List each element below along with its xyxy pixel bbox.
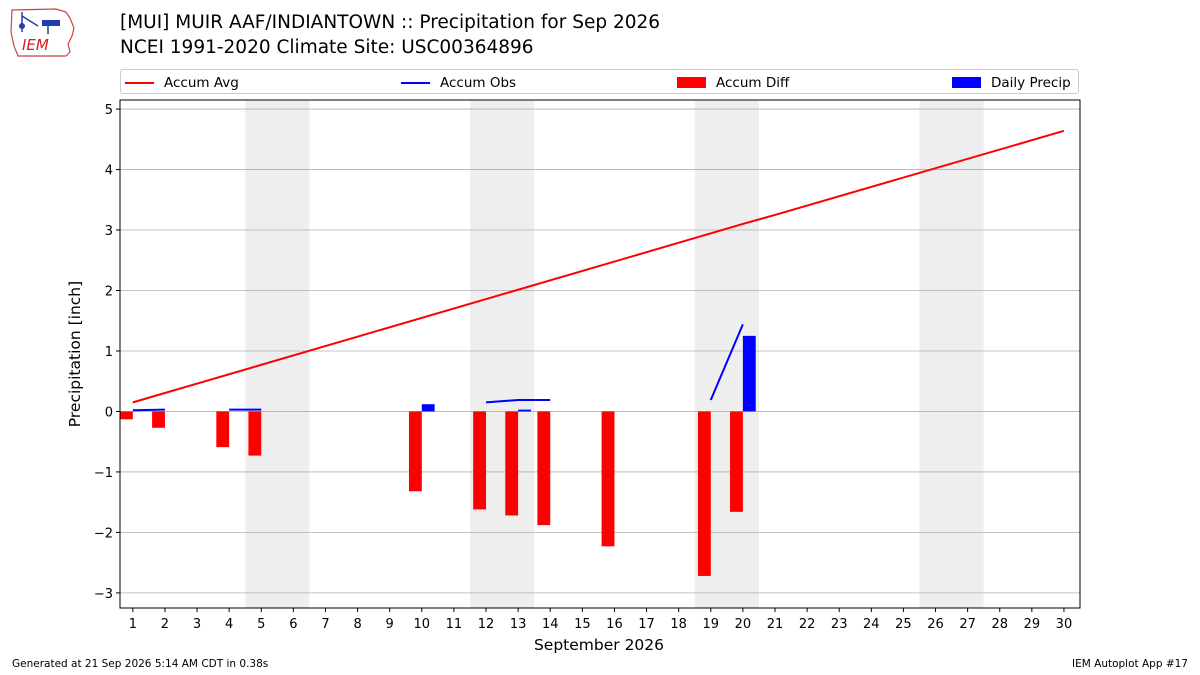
accum-diff-bar-10 bbox=[408, 411, 422, 492]
x-tick-label-14: 14 bbox=[542, 617, 559, 632]
x-tick-label-21: 21 bbox=[767, 617, 784, 632]
y-tick-label-0: 0 bbox=[105, 405, 113, 420]
legend-label-accum-avg: Accum Avg bbox=[164, 74, 239, 91]
accum-diff-bar-2 bbox=[152, 411, 165, 428]
x-tick-label-17: 17 bbox=[638, 617, 655, 632]
x-tick-label-3: 3 bbox=[193, 617, 201, 632]
y-tick-label-3: 3 bbox=[105, 224, 113, 239]
accum-diff-bar-19 bbox=[697, 411, 711, 576]
footer-generated: Generated at 21 Sep 2026 5:14 AM CDT in … bbox=[12, 658, 269, 670]
accum-diff-bar-4 bbox=[216, 411, 230, 448]
y-tick-label-4: 4 bbox=[105, 164, 113, 179]
x-tick-label-16: 16 bbox=[606, 617, 623, 632]
daily-precip-bar-10 bbox=[421, 404, 435, 412]
chart-subtitle: NCEI 1991-2020 Climate Site: USC00364896 bbox=[120, 37, 534, 58]
x-tick-label-29: 29 bbox=[1024, 617, 1041, 632]
x-tick-label-23: 23 bbox=[831, 617, 848, 632]
legend-swatch-accum-obs bbox=[401, 81, 430, 84]
x-tick-label-12: 12 bbox=[478, 617, 495, 632]
x-tick-label-1: 1 bbox=[129, 617, 137, 632]
legend-item-accum-obs: Accum Obs bbox=[401, 70, 516, 95]
daily-precip-bar-20 bbox=[742, 335, 756, 412]
chart-title: [MUI] MUIR AAF/INDIANTOWN :: Precipitati… bbox=[120, 12, 661, 33]
accum-obs-line-0 bbox=[132, 408, 165, 412]
legend-swatch-accum-diff bbox=[677, 77, 706, 88]
plot-frame bbox=[119, 99, 1081, 609]
x-tick-label-9: 9 bbox=[386, 617, 394, 632]
accum-diff-bar-14 bbox=[537, 411, 551, 526]
logo-text: IEM bbox=[22, 36, 49, 54]
accum-diff-bar-13 bbox=[505, 411, 519, 516]
legend-swatch-daily-precip bbox=[952, 77, 981, 88]
y-gridlines bbox=[120, 108, 1080, 594]
accum-diff-bar-20 bbox=[730, 411, 743, 512]
legend-label-accum-diff: Accum Diff bbox=[716, 74, 790, 91]
y-tick-label-2: 2 bbox=[105, 285, 113, 300]
x-tick-label-25: 25 bbox=[895, 617, 912, 632]
x-tick-label-7: 7 bbox=[321, 617, 329, 632]
accum-diff-bar-12 bbox=[473, 411, 487, 510]
legend-item-accum-diff: Accum Diff bbox=[677, 70, 789, 95]
y-tick-label-1: 1 bbox=[105, 345, 113, 360]
footer-app: IEM Autoplot App #17 bbox=[1072, 658, 1188, 670]
x-tick-label-20: 20 bbox=[735, 617, 752, 632]
x-tick-label-28: 28 bbox=[991, 617, 1008, 632]
x-axis-ticks: 1 2 3 4 5 6 7 8 9 10 11 12 13 14 15 16 17 18 19 20 21 22 23 24 2… bbox=[129, 608, 1073, 632]
x-tick-label-2: 2 bbox=[161, 617, 169, 632]
daily-precip-bar-13 bbox=[518, 409, 531, 412]
y-axis-label: Precipitation [inch] bbox=[66, 281, 84, 427]
legend-label-accum-obs: Accum Obs bbox=[440, 74, 517, 91]
bars bbox=[120, 335, 756, 576]
x-axis-label: September 2026 bbox=[534, 636, 664, 654]
accum-diff-bar-1 bbox=[120, 411, 133, 420]
x-tick-label-5: 5 bbox=[257, 617, 265, 632]
legend: Accum Avg Accum Obs Accum Diff Daily Pre… bbox=[120, 69, 1079, 94]
x-tick-label-26: 26 bbox=[927, 617, 944, 632]
x-tick-label-24: 24 bbox=[863, 617, 880, 632]
x-tick-label-18: 18 bbox=[670, 617, 687, 632]
y-tick-label--1: −1 bbox=[94, 466, 113, 481]
y-tick-label--2: −2 bbox=[94, 526, 113, 541]
y-axis-ticks: −3 −2 −1 0 1 2 3 4 5 bbox=[94, 103, 120, 602]
x-tick-label-10: 10 bbox=[414, 617, 431, 632]
x-tick-label-15: 15 bbox=[574, 617, 591, 632]
legend-label-daily-precip: Daily Precip bbox=[991, 74, 1071, 91]
y-tick-label--3: −3 bbox=[94, 587, 113, 602]
y-tick-label-5: 5 bbox=[105, 103, 113, 118]
x-tick-label-30: 30 bbox=[1056, 617, 1073, 632]
x-tick-label-8: 8 bbox=[353, 617, 361, 632]
accum-diff-bar-16 bbox=[601, 411, 615, 547]
iem-logo: IEM bbox=[8, 6, 80, 60]
legend-swatch-accum-avg bbox=[125, 81, 154, 84]
accum-obs-line-2 bbox=[485, 398, 551, 404]
x-tick-label-19: 19 bbox=[702, 617, 719, 632]
x-tick-label-13: 13 bbox=[510, 617, 527, 632]
x-tick-label-6: 6 bbox=[289, 617, 297, 632]
weekend-shade-1 bbox=[469, 100, 535, 608]
accum-avg-line bbox=[132, 129, 1065, 404]
lines bbox=[132, 129, 1065, 412]
x-tick-label-11: 11 bbox=[446, 617, 463, 632]
weekend-shade-3 bbox=[919, 100, 984, 608]
accum-diff-bar-5 bbox=[248, 411, 262, 456]
accum-obs-line-3 bbox=[709, 323, 744, 401]
x-tick-label-27: 27 bbox=[959, 617, 976, 632]
x-tick-label-4: 4 bbox=[225, 617, 233, 632]
x-tick-label-22: 22 bbox=[799, 617, 816, 632]
legend-item-accum-avg: Accum Avg bbox=[125, 70, 239, 95]
legend-item-daily-precip: Daily Precip bbox=[952, 70, 1071, 95]
